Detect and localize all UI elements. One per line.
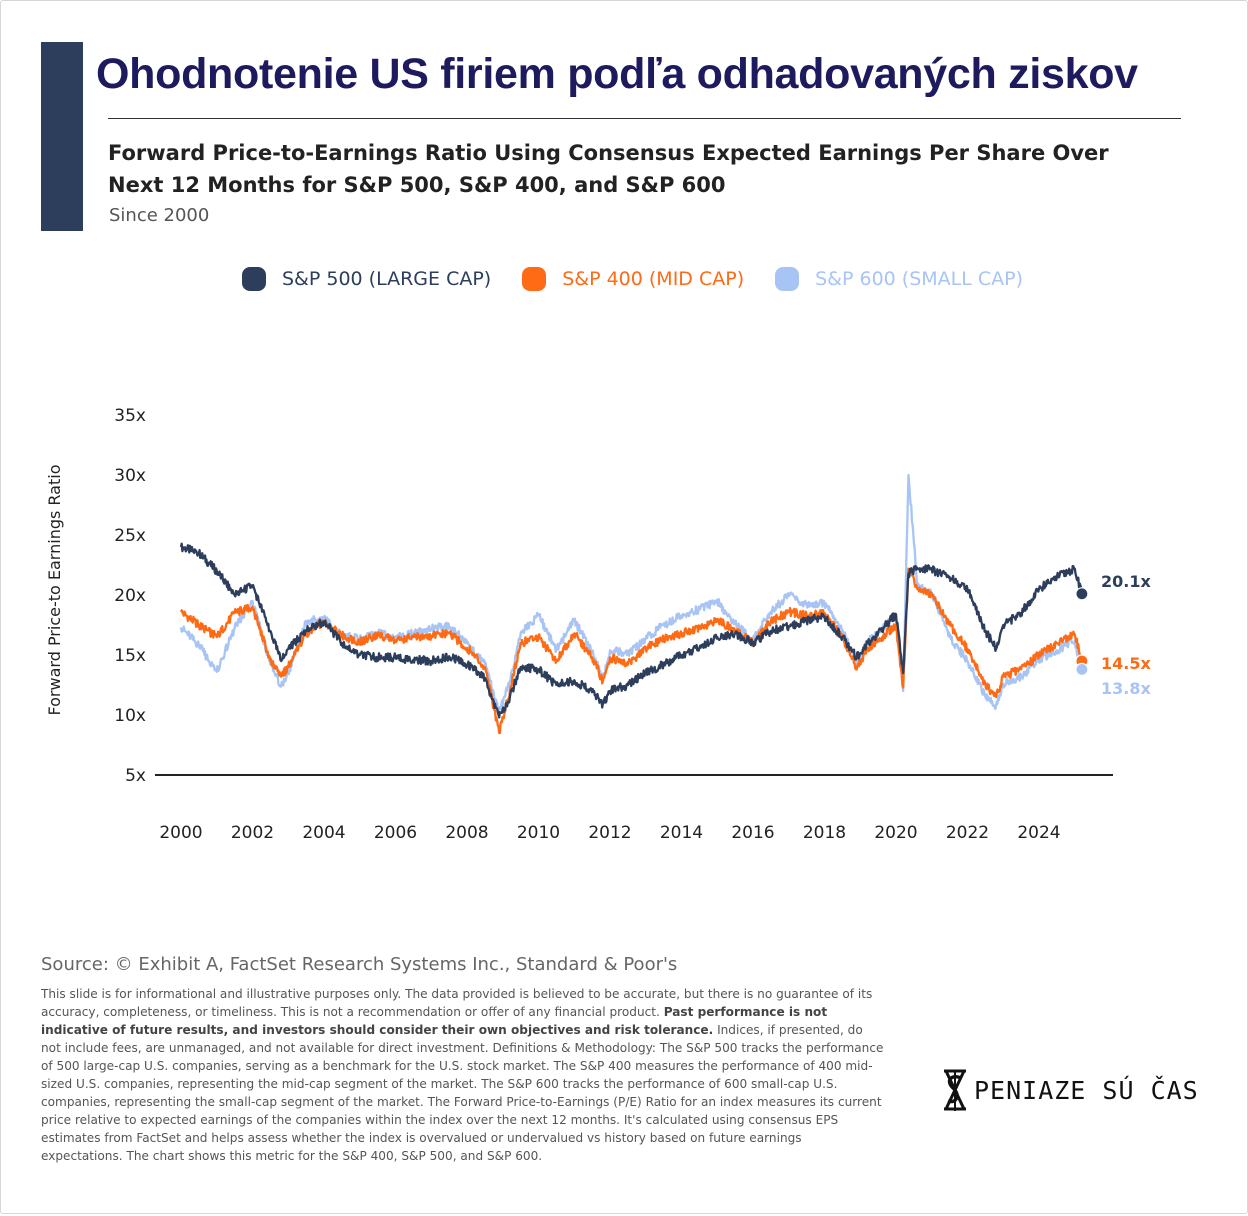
hourglass-dollar-icon (944, 1069, 966, 1111)
x-tick-label: 2002 (231, 823, 274, 843)
y-tick-label: 15x (114, 646, 146, 666)
end-labels: 20.1x 14.5x 13.8x (1075, 572, 1151, 698)
brand-logo: PENIAZE SÚ ČAS (940, 1068, 1199, 1112)
x-tick-label: 2008 (445, 823, 488, 843)
since-label: Since 2000 (109, 205, 210, 226)
source-note: Source: © Exhibit A, FactSet Research Sy… (41, 954, 678, 975)
y-tick-label: 10x (114, 706, 146, 726)
disclaimer-text: This slide is for informational and illu… (41, 987, 873, 1019)
pe-line-chart: Forward Price-to Earnings Ratio 5x 10x 15x… (45, 406, 1151, 843)
series-line (179, 542, 1084, 719)
y-tick-label: 30x (114, 466, 146, 486)
series-group (179, 473, 1084, 735)
x-tick-label: 2022 (946, 823, 989, 843)
x-tick-label: 2016 (731, 823, 774, 843)
x-tick-label: 2020 (874, 823, 917, 843)
chart-subtitle: Forward Price-to-Earnings Ratio Using Co… (108, 141, 1109, 197)
y-axis-title: Forward Price-to Earnings Ratio (45, 465, 64, 716)
series-end-label: 20.1x (1101, 572, 1151, 591)
legend-item-sp400: S&P 400 (MID CAP) (522, 267, 744, 291)
x-axis: 2000 2002 2004 2006 2008 2010 2012 2014 2016 2018… (159, 823, 1060, 843)
x-tick-label: 2000 (159, 823, 202, 843)
x-tick-label: 2006 (374, 823, 417, 843)
series-end-point (1075, 587, 1089, 601)
legend-label: S&P 400 (MID CAP) (562, 268, 745, 290)
legend-swatch (775, 267, 800, 291)
x-tick-label: 2012 (588, 823, 631, 843)
accent-bar (41, 42, 83, 231)
series-end-point (1075, 662, 1089, 677)
legend-swatch (242, 267, 266, 291)
y-axis-title-group: Forward Price-to Earnings Ratio (45, 465, 64, 716)
x-tick-label: 2024 (1017, 823, 1060, 843)
title-divider (108, 118, 1181, 119)
x-tick-label: 2004 (302, 823, 345, 843)
y-tick-label: 5x (125, 766, 146, 786)
legend-label: S&P 600 (SMALL CAP) (815, 268, 1024, 290)
series-end-label: 13.8x (1101, 679, 1151, 698)
chart-legend: S&P 500 (LARGE CAP) S&P 400 (MID CAP) S&… (242, 264, 1054, 294)
x-tick-label: 2018 (803, 823, 846, 843)
legend-label: S&P 500 (LARGE CAP) (282, 268, 492, 290)
logo-text: PENIAZE SÚ ČAS (974, 1075, 1199, 1105)
legend-swatch (522, 267, 547, 291)
y-axis: 5x 10x 15x 20x 25x 30x 35x (114, 406, 146, 786)
x-tick-label: 2010 (517, 823, 560, 843)
disclaimer-bold: Past performance is not indicative of fu… (41, 1005, 828, 1037)
y-tick-label: 20x (114, 586, 146, 606)
page-title: Ohodnotenie US firiem podľa odhadovaných… (96, 50, 1138, 98)
legend-item-sp600: S&P 600 (SMALL CAP) (775, 267, 1023, 291)
disclaimer-text-2: Indices, if presented, do not include fe… (41, 1023, 884, 1163)
y-tick-label: 25x (114, 526, 146, 546)
x-tick-label: 2014 (660, 823, 703, 843)
series-line (179, 473, 1084, 714)
series-end-label: 14.5x (1101, 654, 1151, 673)
y-tick-label: 35x (114, 406, 146, 426)
disclaimer: This slide is for informational and illu… (41, 985, 886, 1165)
legend-item-sp500: S&P 500 (LARGE CAP) (242, 267, 491, 291)
